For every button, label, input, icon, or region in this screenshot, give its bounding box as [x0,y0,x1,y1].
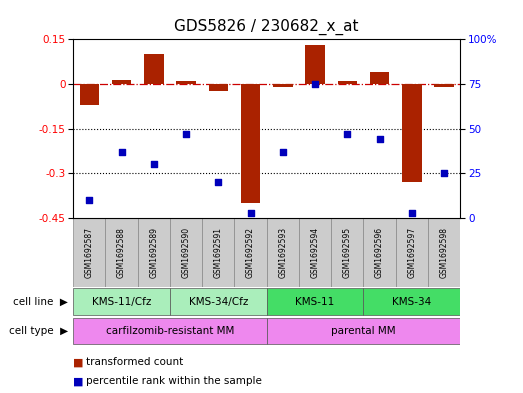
Bar [138,218,170,287]
Bar [363,218,396,287]
Text: ■: ■ [73,357,84,367]
Text: GSM1692594: GSM1692594 [311,227,320,278]
Text: GSM1692593: GSM1692593 [278,227,287,278]
Bar [267,288,363,315]
Bar [79,84,99,105]
Text: ■: ■ [73,376,84,386]
Text: KMS-11/Cfz: KMS-11/Cfz [92,297,151,307]
Text: KMS-34: KMS-34 [392,297,431,307]
Text: parental MM: parental MM [331,326,396,336]
Bar [170,218,202,287]
Bar [73,218,106,287]
Text: GSM1692595: GSM1692595 [343,227,352,278]
Point [246,209,255,216]
Bar [299,218,331,287]
Bar [202,218,234,287]
Bar [176,81,196,84]
Text: GSM1692591: GSM1692591 [214,227,223,278]
Bar [241,84,260,203]
Bar [234,218,267,287]
Text: GSM1692597: GSM1692597 [407,227,416,278]
Point [279,149,287,155]
Text: GSM1692588: GSM1692588 [117,227,126,278]
Bar [331,218,363,287]
Point [214,179,223,185]
Point [343,131,351,137]
Bar [73,318,267,344]
Point [440,170,448,176]
Text: transformed count: transformed count [86,357,184,367]
Bar [396,218,428,287]
Point [376,136,384,143]
Bar [435,84,454,87]
Text: percentile rank within the sample: percentile rank within the sample [86,376,262,386]
Bar [170,288,267,315]
Bar [73,288,170,315]
Point [182,131,190,137]
Bar [338,81,357,84]
Text: GSM1692587: GSM1692587 [85,227,94,278]
Point [85,197,94,204]
Bar [209,84,228,92]
Bar [106,218,138,287]
Point [408,209,416,216]
Text: cell line  ▶: cell line ▶ [13,297,68,307]
Point [150,161,158,167]
Text: cell type  ▶: cell type ▶ [9,326,68,336]
Text: KMS-11: KMS-11 [295,297,335,307]
Text: GSM1692598: GSM1692598 [440,227,449,278]
Bar [428,218,460,287]
Text: KMS-34/Cfz: KMS-34/Cfz [189,297,248,307]
Bar [267,318,460,344]
Text: GSM1692592: GSM1692592 [246,227,255,278]
Title: GDS5826 / 230682_x_at: GDS5826 / 230682_x_at [175,19,359,35]
Point [311,81,319,87]
Bar [370,72,389,84]
Text: GSM1692590: GSM1692590 [181,227,190,278]
Text: GSM1692589: GSM1692589 [150,227,158,278]
Bar [144,54,164,84]
Bar [273,84,292,87]
Text: carfilzomib-resistant MM: carfilzomib-resistant MM [106,326,234,336]
Bar [112,79,131,84]
Bar [267,218,299,287]
Bar [402,84,422,182]
Point [117,149,126,155]
Text: GSM1692596: GSM1692596 [375,227,384,278]
Bar [363,288,460,315]
Bar [305,45,325,84]
